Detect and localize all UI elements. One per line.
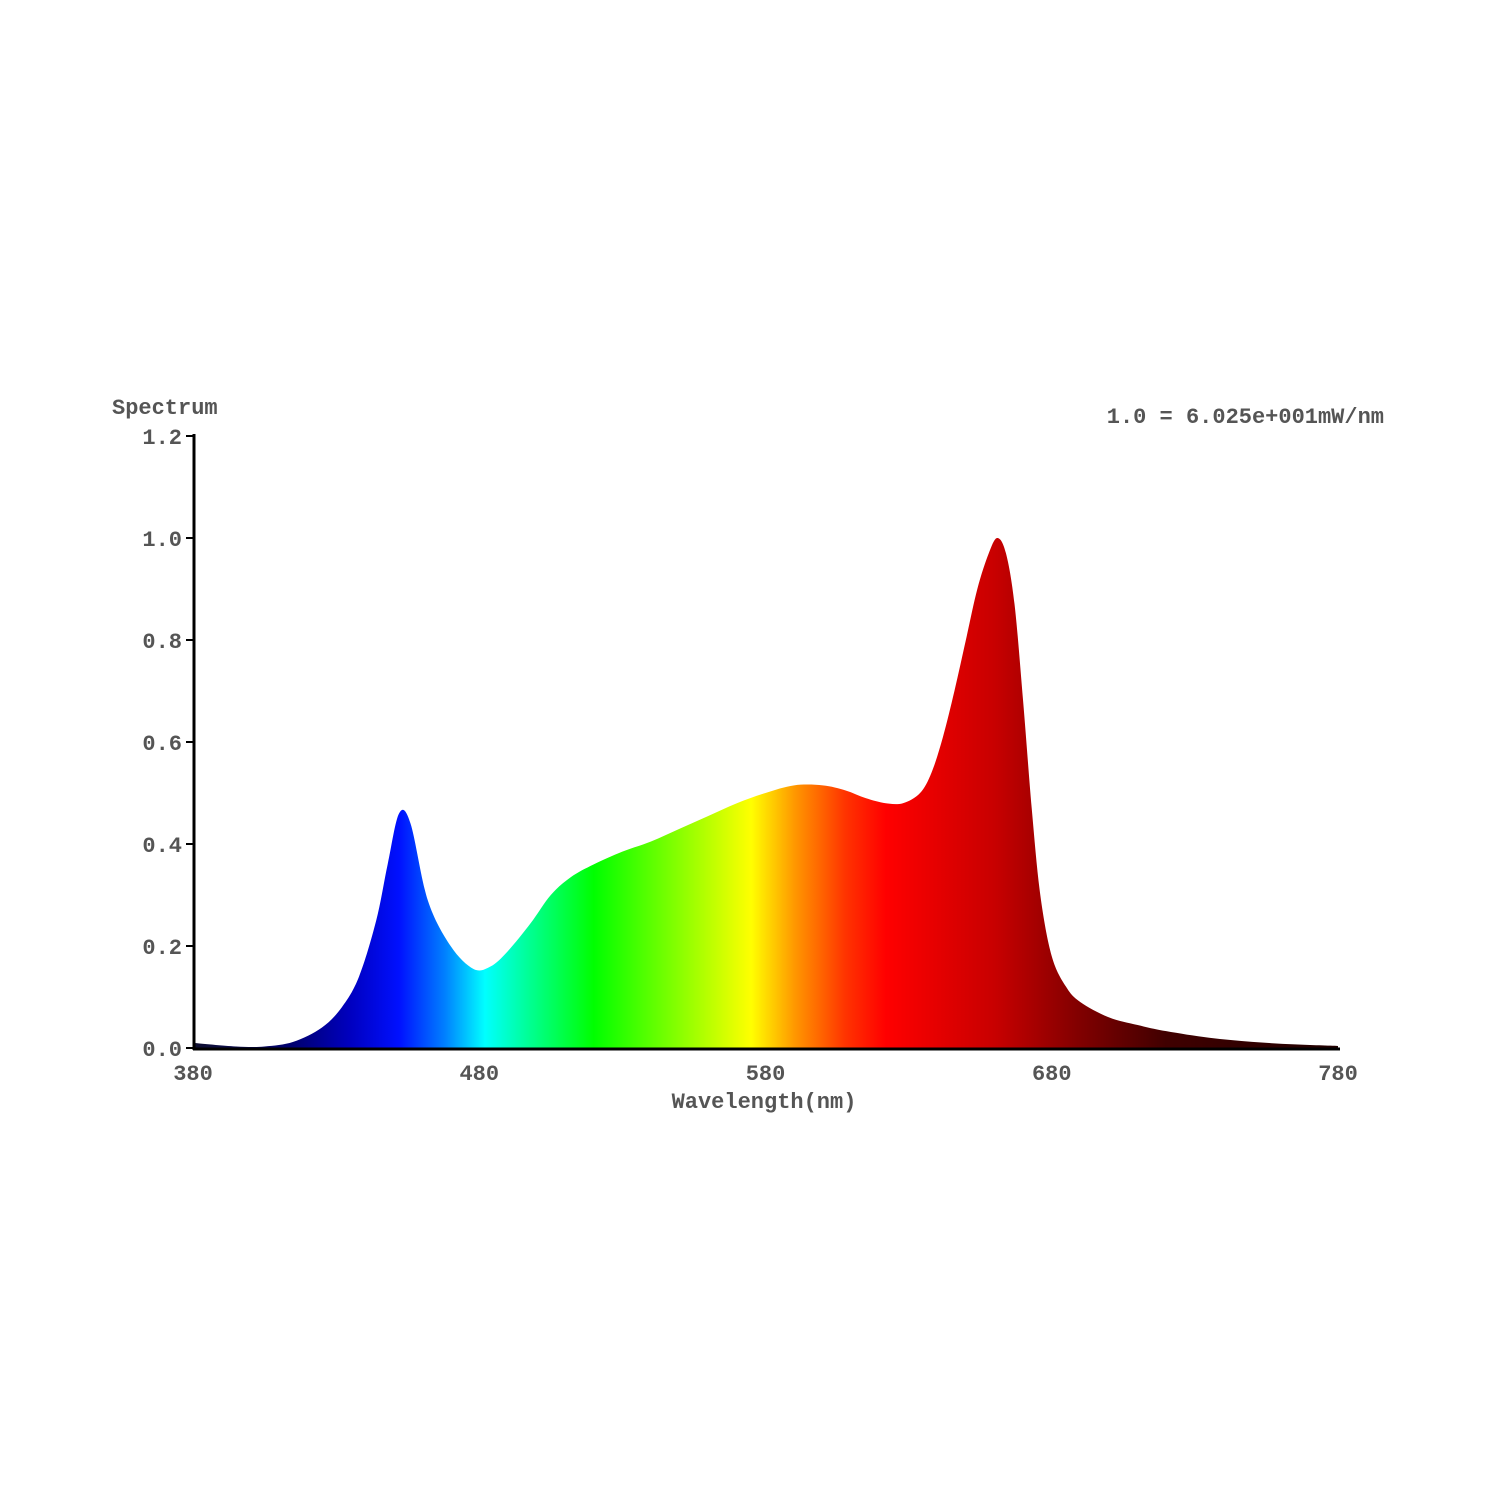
y-tick-label: 0.0 (142, 1038, 182, 1063)
y-tick-label: 0.2 (142, 936, 182, 961)
y-tick-label: 1.2 (142, 426, 182, 451)
y-tick-label: 1.0 (142, 528, 182, 553)
scale-annotation: 1.0 = 6.025e+001mW/nm (1107, 405, 1384, 430)
y-tick-label: 0.4 (142, 834, 182, 859)
x-tick-label: 580 (746, 1062, 786, 1087)
x-axis-label: Wavelength(nm) (672, 1090, 857, 1115)
spectrum-area (193, 538, 1338, 1048)
y-tick-label: 0.8 (142, 630, 182, 655)
x-tick-label: 480 (459, 1062, 499, 1087)
x-tick-label: 780 (1318, 1062, 1358, 1087)
x-tick-label: 380 (173, 1062, 213, 1087)
y-axis-label: Spectrum (112, 396, 218, 421)
y-tick-label: 0.6 (142, 732, 182, 757)
x-tick-label: 680 (1032, 1062, 1072, 1087)
